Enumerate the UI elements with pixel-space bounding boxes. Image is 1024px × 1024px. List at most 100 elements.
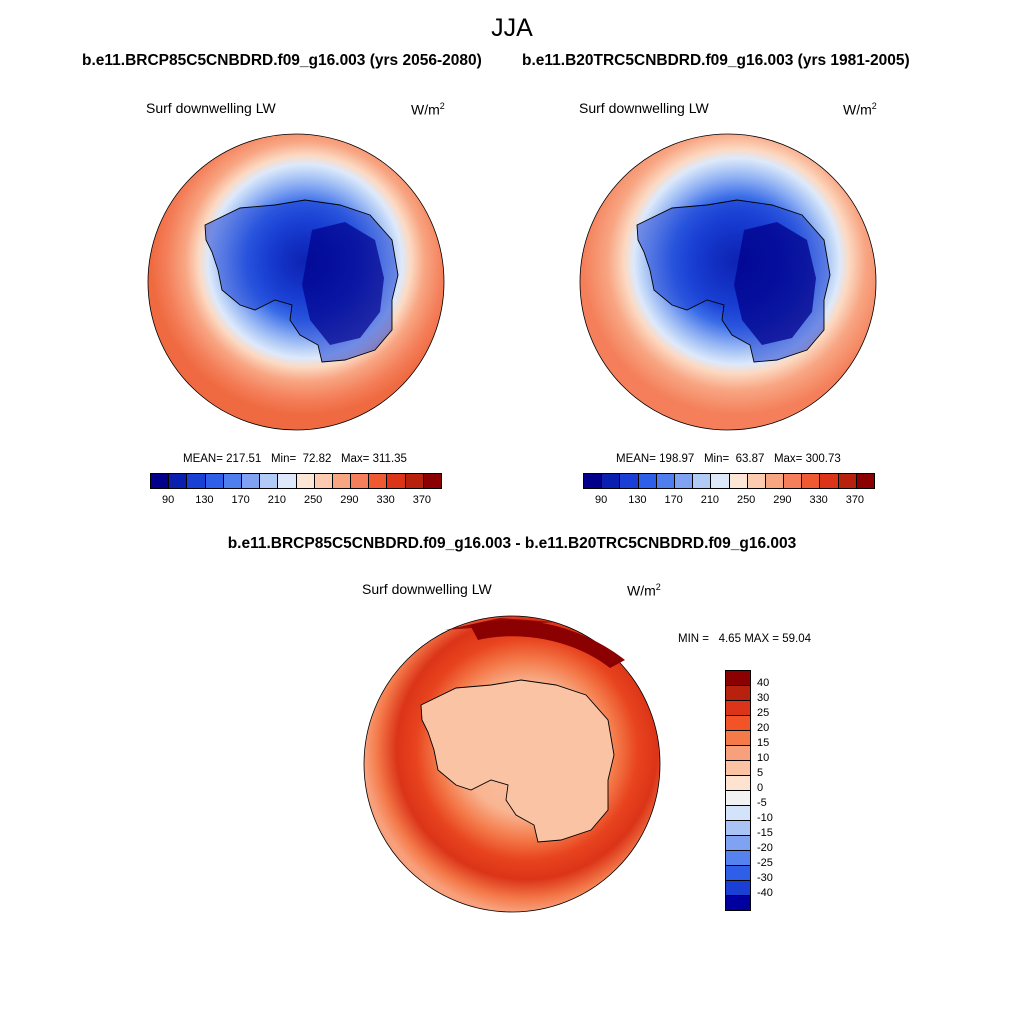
colorbar-tick-label: 170 [664,494,683,506]
colorbar-swatch [423,474,441,488]
colorbar-tick-label: 210 [700,494,720,506]
colorbar-tick-label: -15 [757,827,773,839]
colorbar-swatch [351,474,370,488]
colorbar-tick-label: -10 [757,812,773,824]
colorbar-swatch [260,474,279,488]
colorbar-tick-label: 210 [267,494,287,506]
colorbar-tick-label: 330 [376,494,395,506]
colorbar-swatch [656,474,675,488]
colorbar-tick-label: -20 [757,842,773,854]
panel1-map [147,133,445,431]
colorbar-swatch [241,474,261,488]
season-title: JJA [491,14,533,42]
colorbar-swatch [584,474,603,488]
colorbar-swatch [726,836,750,851]
panel2-variable-label: Surf downwelling LW [579,100,709,116]
colorbar-swatch [726,746,750,761]
colorbar-swatch [726,791,750,806]
colorbar-tick-label: 90 [595,494,608,506]
colorbar-tick-label: 170 [231,494,250,506]
colorbar-tick-label: 90 [162,494,175,506]
colorbar-tick-label: 290 [773,494,792,506]
panel3-colorbar-ticks: 40 30 25 20 15 10 5 0 -5 -10 -15 -20 -25 -30 -40 [757,670,797,910]
colorbar-tick-label: 30 [757,692,770,704]
colorbar-swatch [169,474,188,488]
difference-title: b.e11.BRCP85C5CNBDRD.f09_g16.003 - b.e11… [227,535,797,552]
panel1-variable-label: Surf downwelling LW [146,100,276,116]
colorbar-swatch [638,474,657,488]
panel3-map [363,615,661,913]
colorbar-swatch [726,686,750,701]
colorbar-swatch [332,474,352,488]
colorbar-tick-label: 370 [412,494,432,506]
colorbar-swatch [726,821,750,836]
colorbar-swatch [820,474,839,488]
colorbar-swatch [726,881,750,896]
colorbar-swatch [802,474,821,488]
panel1-colorbar [150,473,442,489]
colorbar-tick-label: -25 [757,857,773,869]
colorbar-tick-label: 5 [757,767,764,779]
panel3-stats: MIN = 4.65 MAX = 59.04 [678,633,812,645]
panel2-colorbar [583,473,875,489]
colorbar-swatch [726,866,750,881]
panel3-colorbar [725,670,751,911]
colorbar-tick-label: -40 [757,887,773,899]
colorbar-tick-label: 20 [757,722,770,734]
colorbar-swatch [726,776,750,791]
panel1-case-title: b.e11.BRCP85C5CNBDRD.f09_g16.003 (yrs 20… [82,52,482,69]
colorbar-swatch [223,474,242,488]
colorbar-tick-label: 15 [757,737,770,749]
panel1-units-label: W/m2 [411,101,445,118]
colorbar-swatch [726,761,750,776]
colorbar-swatch [387,474,406,488]
panel2-units-label: W/m2 [843,101,877,118]
colorbar-swatch [726,731,750,746]
colorbar-tick-label: 250 [303,494,323,506]
colorbar-swatch [369,474,388,488]
colorbar-swatch [711,474,730,488]
panel3-variable-label: Surf downwelling LW [362,581,492,597]
colorbar-swatch [674,474,694,488]
colorbar-swatch [784,474,803,488]
colorbar-swatch [726,716,750,731]
colorbar-swatch [602,474,621,488]
colorbar-swatch [747,474,766,488]
panel1-stats: MEAN= 217.51 Min= 72.82 Max= 311.35 [183,453,407,465]
colorbar-tick-label: 40 [757,677,770,689]
panel2-stats: MEAN= 198.97 Min= 63.87 Max= 300.73 [616,453,841,465]
colorbar-swatch [726,851,750,866]
colorbar-tick-label: 290 [340,494,359,506]
colorbar-tick-label: 10 [757,752,770,764]
colorbar-tick-label: 250 [736,494,756,506]
colorbar-swatch [296,474,315,488]
colorbar-tick-label: 370 [845,494,865,506]
panel2-case-title: b.e11.B20TRC5CNBDRD.f09_g16.003 (yrs 198… [522,52,910,69]
colorbar-swatch [278,474,297,488]
panel2-map [579,133,877,431]
panel3-units-label: W/m2 [627,582,661,599]
colorbar-swatch [314,474,333,488]
panel2-colorbar-ticks: 90 130 170 210 250 290 330 370 [583,494,873,508]
colorbar-tick-label: 130 [628,494,647,506]
colorbar-swatch [205,474,224,488]
colorbar-swatch [726,701,750,716]
colorbar-tick-label: 0 [757,782,764,794]
colorbar-swatch [765,474,785,488]
colorbar-swatch [620,474,639,488]
colorbar-swatch [856,474,874,488]
colorbar-swatch [729,474,748,488]
colorbar-tick-label: -5 [757,797,767,809]
colorbar-swatch [187,474,206,488]
colorbar-tick-label: 25 [757,707,770,719]
colorbar-swatch [693,474,712,488]
colorbar-tick-label: 330 [809,494,828,506]
colorbar-swatch [405,474,424,488]
panel1-colorbar-ticks: 90 130 170 210 250 290 330 370 [150,494,440,508]
colorbar-swatch [151,474,170,488]
colorbar-swatch [726,806,750,821]
colorbar-swatch [726,896,750,910]
colorbar-tick-label: -30 [757,872,773,884]
colorbar-tick-label: 130 [195,494,214,506]
